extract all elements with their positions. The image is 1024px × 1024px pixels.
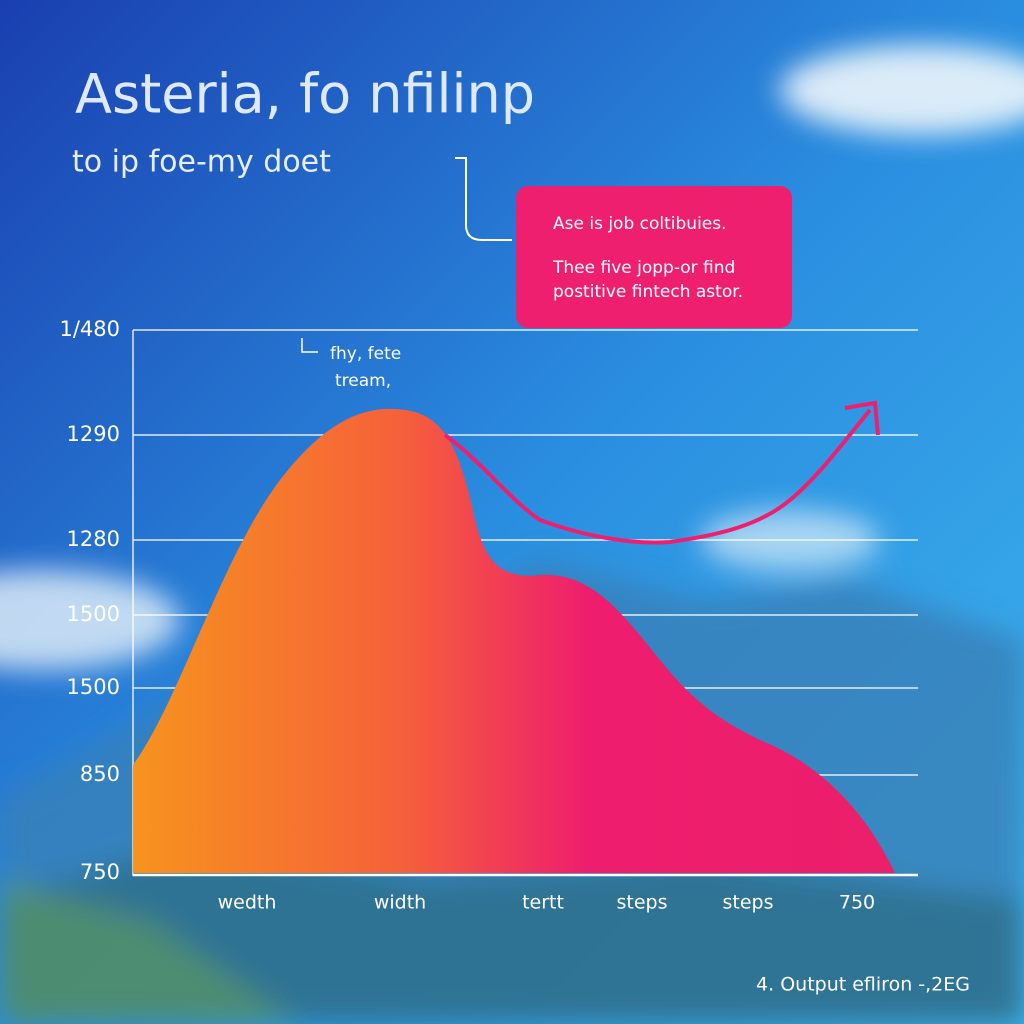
x-label: tertt [522,892,564,914]
callout-text: Ase is job coltibuies. Thee five jopp-or… [552,214,743,302]
x-label: wedth [218,892,277,914]
annotation-arrow [301,338,318,353]
area [133,408,895,873]
annotation-line: tream, [335,371,391,391]
connector [455,157,512,241]
y-labels: 1/480 1290 1280 1500 1500 850 750 [59,317,120,884]
y-label: 1290 [67,422,120,446]
annotation: fhy, fete tream, [330,344,401,391]
x-labels: wedth width tertt steps steps 750 [218,892,876,914]
x-label: steps [617,892,668,914]
x-label: 750 [839,892,875,914]
annotation-line: fhy, fete [330,344,401,364]
callout-box [516,186,792,328]
trend-line [443,408,872,545]
arrow-head [844,400,880,436]
y-label: 1500 [67,675,120,699]
y-label: 1/480 [59,317,120,341]
y-label: 750 [80,860,120,884]
callout-line: Ase is job coltibuies. [553,214,727,234]
subtitle: to ip foe-my doet [72,145,331,180]
y-label: 850 [80,762,120,786]
footer: 4. Output efliron -,2EG [756,974,970,996]
callout-line: postitive fintech astor. [553,282,743,302]
title: Asteria, fo nfilinp [75,63,535,126]
y-label: 1280 [67,527,120,551]
x-label: width [374,892,426,914]
y-label: 1500 [67,602,120,626]
x-label: steps [723,892,774,914]
callout-line: Thee five jopp-or find [552,258,735,278]
